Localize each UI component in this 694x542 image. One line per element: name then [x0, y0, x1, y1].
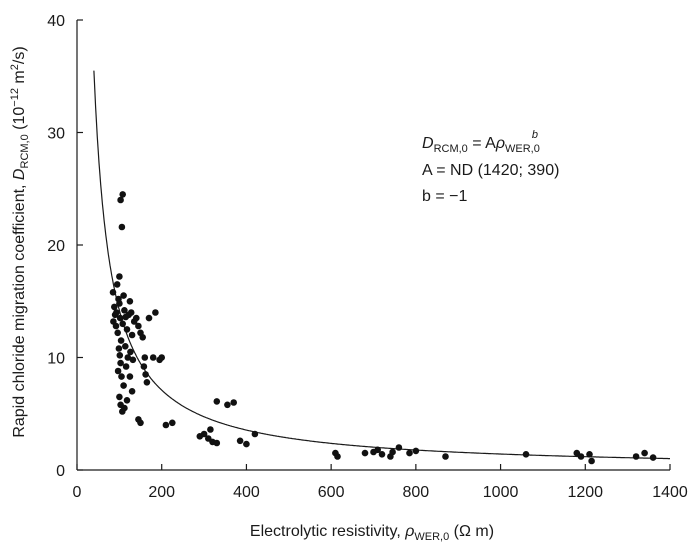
data-point [162, 421, 170, 429]
data-point [152, 309, 159, 316]
data-point [116, 393, 123, 401]
y-axis-title: Rapid chloride migration coefficient, DR… [9, 46, 31, 437]
data-point [114, 367, 122, 375]
data-point [243, 440, 250, 448]
data-point [122, 363, 130, 370]
data-point [117, 359, 124, 367]
data-point [129, 356, 137, 364]
data-point [334, 453, 341, 460]
data-point [141, 354, 149, 361]
data-point [200, 430, 208, 438]
data-point [143, 379, 151, 386]
equation-line-2: A = ND (1420; 390) [422, 162, 559, 179]
data-point [116, 273, 123, 280]
data-point [118, 223, 126, 231]
data-point [128, 388, 136, 395]
data-point [251, 430, 259, 438]
data-point [588, 457, 595, 465]
data-point [116, 352, 124, 359]
x-tick-label: 600 [318, 484, 345, 501]
data-point [133, 314, 140, 322]
data-point [142, 371, 149, 378]
data-point [213, 398, 221, 405]
x-tick-label: 0 [73, 484, 82, 501]
y-tick-label: 40 [47, 13, 65, 30]
x-tick-label: 1200 [567, 484, 603, 501]
x-tick-label: 1400 [652, 484, 688, 501]
data-point [137, 419, 144, 427]
x-axis-ticks: 0 200 400 600 800 1000 1200 1400 [73, 464, 688, 501]
data-point [389, 448, 396, 456]
data-point [361, 449, 369, 457]
data-point [641, 449, 648, 457]
data-point [116, 300, 123, 307]
x-tick-label: 200 [148, 484, 175, 501]
data-point [632, 453, 640, 460]
y-tick-label: 20 [47, 238, 65, 255]
y-tick-label: 0 [56, 463, 65, 480]
data-point [149, 354, 157, 361]
data-point [124, 354, 132, 361]
equation-line-1: DRCM,0 = AρWER,0b [422, 129, 540, 155]
x-axis-title: Electrolytic resistivity, ρWER,0 (Ω m) [250, 523, 494, 542]
y-tick-label: 30 [47, 126, 65, 143]
data-point [121, 307, 128, 314]
data-point [230, 399, 237, 406]
data-point [207, 426, 214, 433]
fit-curve [93, 70, 670, 460]
data-point [135, 322, 142, 330]
data-point [120, 382, 127, 389]
data-point [649, 454, 657, 461]
data-point [117, 337, 125, 344]
data-point [213, 439, 221, 447]
data-point [122, 343, 129, 350]
data-point [140, 363, 148, 370]
data-point [109, 289, 117, 296]
y-axis-ticks: 0 10 20 30 40 [47, 13, 83, 480]
data-point [116, 314, 124, 322]
data-point [412, 447, 420, 455]
data-point [406, 449, 413, 457]
data-point [128, 331, 136, 339]
data-point [126, 373, 134, 380]
data-point [577, 453, 585, 460]
data-point [139, 334, 146, 341]
data-point [112, 322, 120, 330]
data-point [121, 404, 128, 412]
data-points [109, 191, 657, 465]
data-point [118, 373, 125, 380]
data-point [158, 354, 165, 361]
equation-line-3: b = −1 [422, 188, 467, 205]
data-point [111, 303, 118, 311]
data-point [127, 309, 135, 316]
data-point [145, 314, 153, 322]
data-point [114, 329, 121, 337]
x-tick-label: 800 [403, 484, 430, 501]
data-point [119, 320, 126, 328]
x-tick-label: 1000 [483, 484, 519, 501]
data-point [119, 191, 126, 198]
data-point [522, 451, 530, 458]
data-point [123, 397, 131, 404]
data-point [224, 401, 231, 409]
data-point [236, 437, 244, 445]
data-point [169, 419, 176, 427]
y-tick-label: 10 [47, 351, 65, 368]
data-point [115, 345, 123, 352]
data-point [395, 444, 403, 451]
data-point [113, 281, 121, 288]
data-point [117, 196, 124, 204]
data-point [374, 446, 382, 454]
data-point [120, 292, 127, 299]
data-point [127, 348, 134, 356]
data-point [113, 309, 120, 316]
data-point [442, 453, 449, 460]
data-point [378, 451, 386, 458]
data-point [123, 326, 131, 333]
x-tick-label: 400 [233, 484, 260, 501]
data-point [126, 298, 134, 305]
data-point [586, 451, 593, 458]
